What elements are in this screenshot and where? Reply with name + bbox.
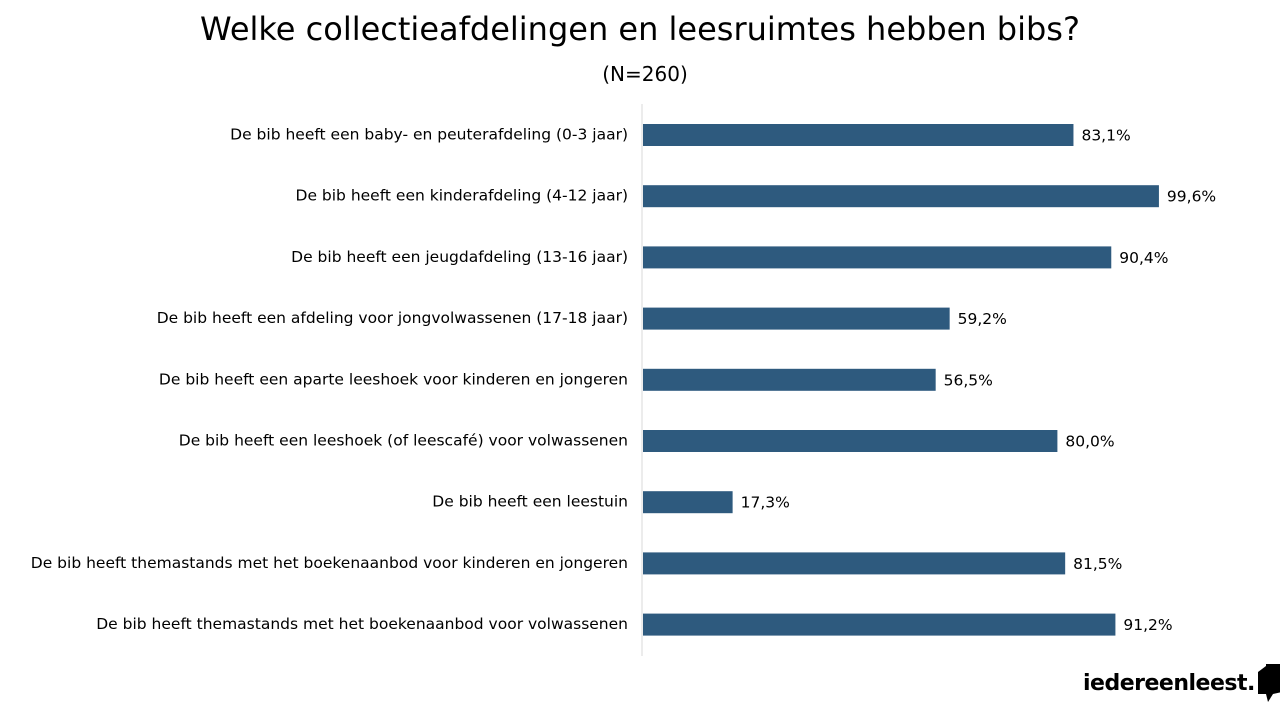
brand-logo-text: iedereenleest.: [1083, 670, 1255, 696]
data-label: 99,6%: [1167, 188, 1216, 206]
category-label: De bib heeft themastands met het boekena…: [96, 615, 628, 633]
brand-logo: iedereenleest.: [1083, 662, 1280, 704]
data-label: 91,2%: [1123, 616, 1172, 634]
data-label: 59,2%: [958, 310, 1007, 328]
book-shape-icon: [1257, 664, 1280, 702]
category-label: De bib heeft een jeugdafdeling (13-16 ja…: [291, 248, 628, 266]
category-label: De bib heeft themastands met het boekena…: [31, 554, 628, 572]
chart-subtitle: (N=260): [602, 62, 688, 86]
bar: [643, 430, 1058, 452]
bar: [643, 552, 1066, 575]
bar: [643, 307, 950, 330]
category-labels: De bib heeft een baby- en peuterafdeling…: [31, 126, 628, 634]
data-label: 90,4%: [1119, 249, 1168, 267]
category-label: De bib heeft een leestuin: [432, 493, 628, 511]
category-label: De bib heeft een baby- en peuterafdeling…: [230, 126, 628, 144]
data-label: 81,5%: [1073, 555, 1122, 573]
data-label: 83,1%: [1081, 127, 1130, 145]
bar: [643, 124, 1074, 146]
category-label: De bib heeft een kinderafdeling (4-12 ja…: [296, 187, 628, 205]
data-label: 56,5%: [944, 371, 993, 389]
bars-group: [643, 124, 1159, 636]
bar: [643, 613, 1116, 636]
value-labels: 83,1% 99,6% 90,4% 59,2% 56,5% 80,0% 17,3% 81,5%…: [741, 127, 1217, 635]
bar: [643, 185, 1159, 208]
category-label: De bib heeft een leeshoek (of leescafé) …: [179, 432, 628, 450]
category-label: De bib heeft een afdeling voor jongvolwa…: [157, 309, 628, 327]
data-label: 17,3%: [741, 494, 790, 512]
category-label: De bib heeft een aparte leeshoek voor ki…: [159, 370, 628, 388]
bar: [643, 246, 1112, 269]
bar: [643, 491, 733, 514]
data-label: 80,0%: [1065, 433, 1114, 451]
bar: [643, 368, 936, 391]
chart-title: Welke collectieafdelingen en leesruimtes…: [200, 10, 1080, 48]
